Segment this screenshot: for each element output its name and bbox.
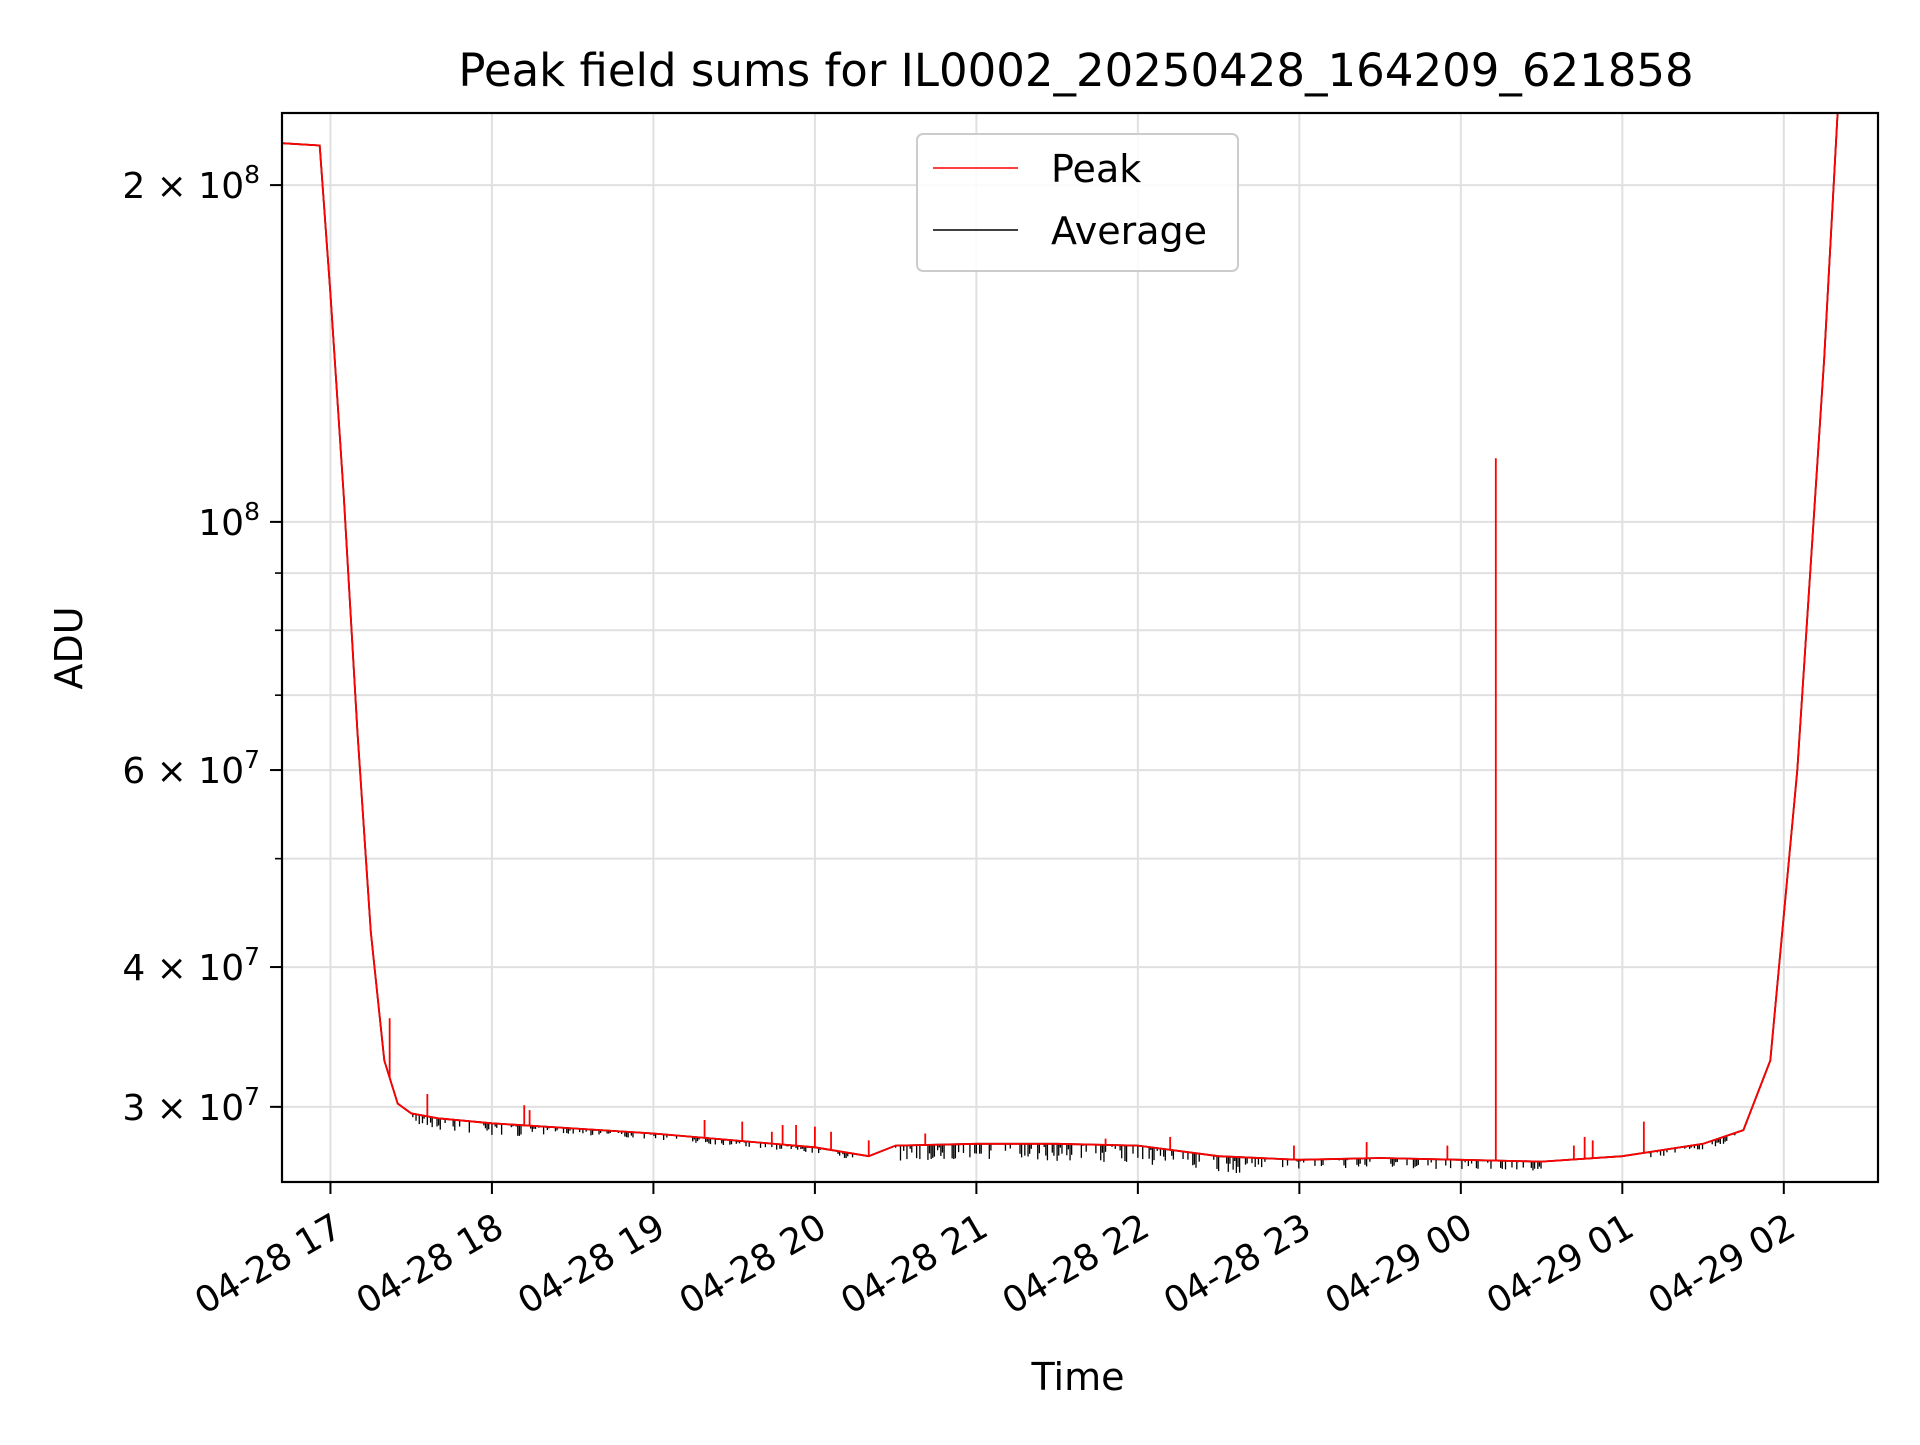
x-tick-label: 04-28 21 xyxy=(834,1206,995,1322)
legend-peak-label: Peak xyxy=(1051,147,1141,191)
x-tick-label: 04-28 17 xyxy=(188,1206,349,1322)
x-tick-label: 04-28 20 xyxy=(673,1206,834,1322)
x-tick-label: 04-29 00 xyxy=(1319,1206,1480,1322)
x-tick-label: 04-28 18 xyxy=(350,1206,511,1322)
chart-title: Peak field sums for IL0002_20250428_1642… xyxy=(458,44,1693,97)
y-tick-label: 4 × 107 xyxy=(122,942,260,989)
x-tick-label: 04-28 23 xyxy=(1157,1206,1318,1322)
plot-area xyxy=(282,113,1878,1173)
y-axis: 3 × 107 4 × 107 6 × 107 108 2 × 108 xyxy=(122,160,282,1129)
legend: Peak Average xyxy=(916,133,1239,272)
x-tick-label: 04-29 01 xyxy=(1480,1206,1641,1322)
series-layer xyxy=(282,113,1878,1173)
legend-average-label: Average xyxy=(1051,209,1207,253)
y-tick-label: 6 × 107 xyxy=(122,745,260,792)
grid xyxy=(282,113,1878,1182)
x-tick-label: 04-28 22 xyxy=(996,1206,1157,1322)
x-tick-label: 04-29 02 xyxy=(1642,1206,1803,1322)
y-axis-label: ADU xyxy=(47,606,91,689)
x-tick-label: 04-28 19 xyxy=(511,1206,672,1322)
x-axis-label: Time xyxy=(1031,1355,1125,1399)
peak-line xyxy=(282,113,1878,1163)
y-tick-label: 2 × 108 xyxy=(122,160,260,207)
y-tick-label: 3 × 107 xyxy=(122,1082,260,1129)
x-axis: 04-28 17 04-28 18 04-28 19 04-28 20 04-28 21… xyxy=(188,1182,1802,1323)
plot-frame xyxy=(280,111,1880,1184)
y-tick-label: 108 xyxy=(198,497,260,544)
